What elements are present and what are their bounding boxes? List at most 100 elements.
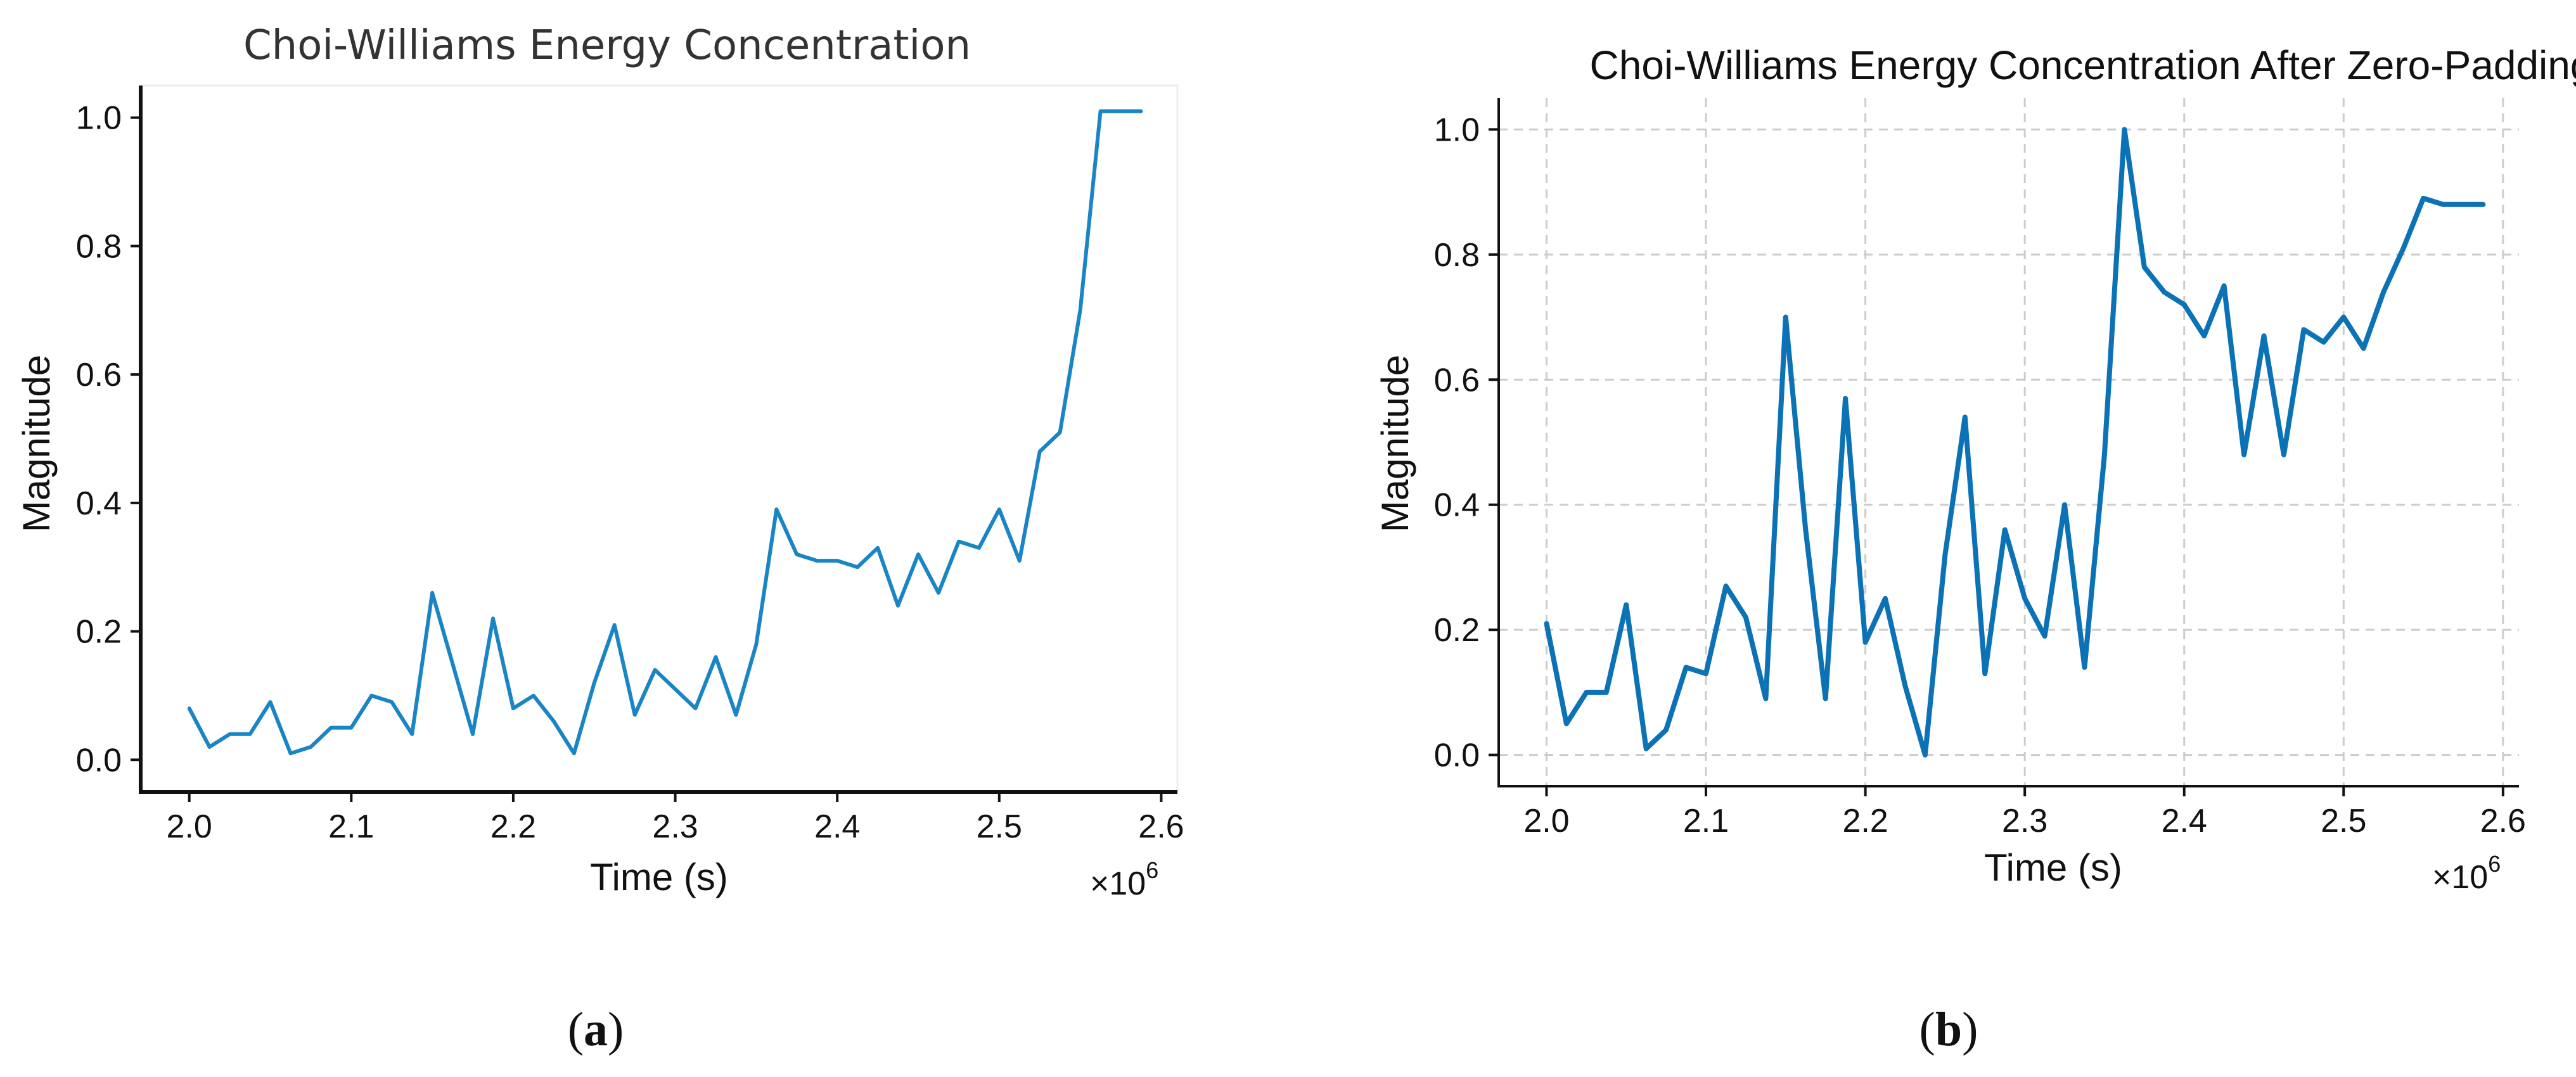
- data-point: [1684, 665, 1688, 669]
- data-point: [876, 546, 880, 550]
- x-ticks: 2.0 2.1 2.2 2.3 2.4 2.5 2.6: [1523, 786, 2526, 839]
- data-point: [835, 559, 839, 563]
- data-point: [1923, 753, 1927, 757]
- data-point: [390, 700, 394, 704]
- data-point: [1983, 672, 1987, 675]
- x-tick-label: 2.3: [2002, 803, 2047, 839]
- data-point: [1584, 691, 1588, 694]
- data-point: [774, 507, 778, 511]
- y-tick-label: 0.0: [76, 742, 122, 779]
- data-points: [188, 110, 1143, 756]
- x-tick-label: 2.4: [2162, 803, 2207, 839]
- x-tick-label: 2.6: [1138, 808, 1184, 845]
- panel-a: Choi-Williams Energy Concentration 2.0 2.…: [15, 22, 1184, 1056]
- x-tick-label: 2.2: [490, 808, 536, 845]
- data-point: [2122, 127, 2126, 131]
- y-tick-label: 1.0: [76, 100, 122, 137]
- x-tick-label: 2.5: [2321, 803, 2366, 839]
- data-point: [2202, 334, 2206, 338]
- data-point: [1724, 584, 1727, 588]
- grid-lines: [1499, 98, 2519, 786]
- data-point: [511, 706, 515, 710]
- data-point: [1864, 640, 1868, 644]
- data-point: [2282, 453, 2286, 457]
- data-point: [1764, 697, 1767, 701]
- data-point: [471, 732, 475, 736]
- data-point: [997, 507, 1001, 511]
- chart-title: Choi-Williams Energy Concentration: [243, 22, 971, 69]
- data-point: [552, 720, 556, 723]
- data-point: [2302, 328, 2305, 331]
- data-point: [1784, 315, 1788, 319]
- x-tick-label: 2.0: [167, 808, 212, 845]
- x-ticks: 2.0 2.1 2.2 2.3 2.4 2.5 2.6: [167, 792, 1184, 845]
- data-point: [1544, 621, 1548, 625]
- data-point: [1139, 110, 1143, 113]
- data-point: [2481, 203, 2485, 207]
- panel-caption-letter: b: [1935, 1003, 1962, 1056]
- data-point: [2381, 290, 2385, 294]
- data-point: [1704, 672, 1708, 675]
- data-point: [714, 655, 717, 659]
- y-axis-label: Magnitude: [1374, 355, 1416, 532]
- data-point: [916, 552, 920, 556]
- x-axis-multiplier-base: ×10: [1090, 865, 1146, 902]
- data-point: [410, 732, 414, 736]
- data-point: [1018, 559, 1022, 563]
- data-point: [633, 713, 637, 717]
- data-point: [228, 732, 232, 736]
- data-point: [1804, 528, 1807, 532]
- data-point: [2402, 246, 2406, 250]
- data-point: [1843, 397, 1847, 400]
- data-point: [2043, 634, 2047, 638]
- y-tick-label: 0.8: [76, 228, 122, 265]
- data-point: [1824, 697, 1828, 701]
- x-tick-label: 2.1: [328, 808, 374, 845]
- y-axis-label: Magnitude: [15, 355, 58, 532]
- y-tick-label: 0.6: [1434, 362, 1480, 398]
- data-point: [2143, 265, 2146, 269]
- data-point: [754, 642, 758, 646]
- data-point: [288, 751, 292, 755]
- x-tick-label: 2.0: [1523, 803, 1569, 839]
- x-tick-label: 2.1: [1683, 803, 1729, 839]
- data-point: [653, 668, 657, 672]
- data-point: [532, 694, 535, 698]
- data-point: [1099, 110, 1103, 113]
- y-tick-label: 0.0: [1434, 737, 1480, 774]
- y-tick-label: 1.0: [1434, 112, 1480, 148]
- data-point: [674, 687, 677, 691]
- panel-caption: (a): [568, 1003, 624, 1056]
- data-point: [977, 546, 981, 550]
- data-point: [349, 726, 353, 730]
- y-tick-label: 0.8: [1434, 237, 1480, 274]
- data-point: [613, 623, 617, 627]
- x-tick-label: 2.6: [2480, 803, 2526, 839]
- panel-b: Choi-Williams Energy Concentration After…: [1374, 42, 2576, 1056]
- data-point: [2222, 284, 2226, 288]
- x-tick-label: 2.2: [1842, 803, 1888, 839]
- x-axis-label: Time (s): [1984, 846, 2122, 889]
- x-axis-label: Time (s): [590, 856, 728, 898]
- data-point: [1605, 691, 1608, 694]
- data-point: [1664, 728, 1668, 732]
- data-point: [694, 706, 698, 710]
- data-point: [2442, 203, 2445, 207]
- y-tick-label: 0.4: [1434, 487, 1480, 524]
- data-point: [896, 604, 900, 608]
- data-point: [734, 713, 738, 717]
- y-tick-label: 0.6: [76, 357, 122, 393]
- data-point: [430, 591, 434, 595]
- data-point: [2082, 665, 2086, 669]
- data-point: [2003, 528, 2007, 532]
- data-point: [2362, 347, 2366, 350]
- data-point: [2162, 290, 2166, 294]
- data-point: [957, 540, 961, 544]
- x-axis-multiplier-exponent: 6: [1146, 857, 1158, 883]
- data-point: [1644, 747, 1648, 751]
- y-tick-label: 0.4: [76, 485, 122, 522]
- data-point: [2262, 334, 2266, 338]
- plot-area-border: [139, 84, 1179, 793]
- data-point: [1624, 603, 1628, 607]
- y-tick-label: 0.2: [1434, 612, 1480, 649]
